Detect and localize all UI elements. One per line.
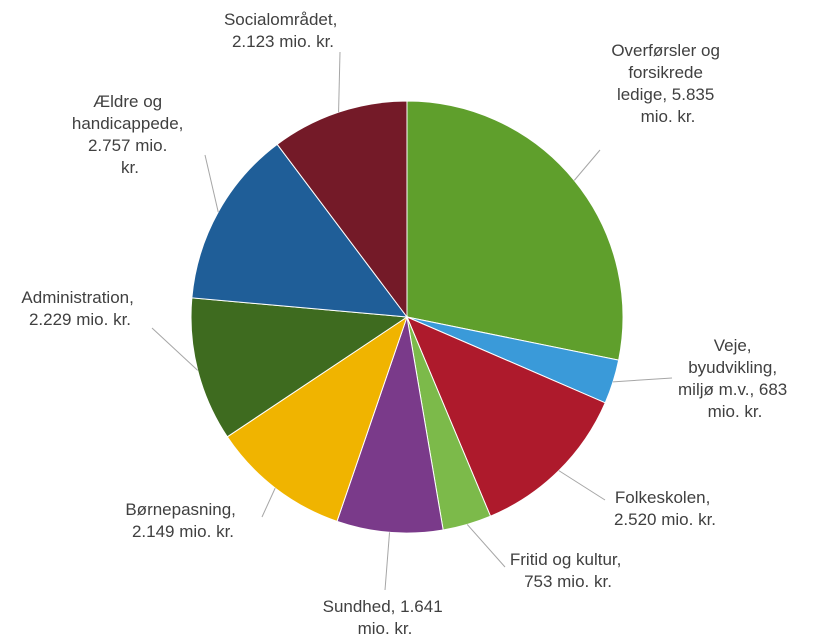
data-label: Sundhed, 1.641 mio. kr. bbox=[323, 597, 448, 637]
leader-line bbox=[613, 377, 673, 383]
leader-line bbox=[384, 532, 391, 591]
leader-line bbox=[573, 149, 601, 181]
label-line: Fritid og kultur, bbox=[510, 550, 626, 569]
leader-line bbox=[261, 487, 276, 518]
label-line: 2.229 mio. kr. bbox=[29, 310, 131, 329]
data-label: Børnepasning, 2.149 mio. kr. bbox=[125, 500, 240, 541]
label-line: 2.757 mio. bbox=[88, 136, 172, 155]
pie-slice bbox=[336, 316, 444, 534]
data-label: Overførsler og forsikrede ledige, 5.835 … bbox=[611, 41, 724, 126]
label-line: 2.149 mio. kr. bbox=[132, 522, 234, 541]
label-line: mio. kr. bbox=[641, 107, 696, 126]
label-line: Veje, bbox=[714, 336, 757, 355]
label-line: kr. bbox=[121, 158, 139, 177]
data-label: Administration, 2.229 mio. kr. bbox=[21, 288, 138, 329]
label-line: mio. kr. bbox=[358, 619, 413, 637]
label-line: Overførsler og bbox=[611, 41, 724, 60]
label-line: Børnepasning, bbox=[125, 500, 240, 519]
label-line: ledige, 5.835 bbox=[617, 85, 719, 104]
label-line: forsikrede bbox=[628, 63, 707, 82]
label-line: 2.123 mio. kr. bbox=[232, 32, 334, 51]
leader-line bbox=[466, 524, 506, 568]
label-line: Folkeskolen, bbox=[615, 488, 715, 507]
pie-slice bbox=[190, 297, 409, 438]
pie-slice bbox=[276, 100, 408, 319]
label-line: 2.520 mio. kr. bbox=[614, 510, 716, 529]
data-label: Folkeskolen, 2.520 mio. kr. bbox=[614, 488, 716, 529]
label-line: mio. kr. bbox=[708, 402, 763, 421]
data-label: Veje, byudvikling, miljø m.v., 683 mio. … bbox=[678, 336, 792, 421]
leader-line bbox=[558, 470, 606, 501]
label-line: Administration, bbox=[21, 288, 138, 307]
leader-line bbox=[204, 154, 219, 213]
data-label: Socialområdet, 2.123 mio. kr. bbox=[224, 10, 342, 51]
pie-slice bbox=[191, 143, 409, 318]
data-label: Fritid og kultur, 753 mio. kr. bbox=[510, 550, 626, 591]
label-line: Ældre og bbox=[93, 92, 167, 111]
label-line: Socialområdet, bbox=[224, 10, 342, 29]
data-label: Ældre og handicappede, 2.757 mio. kr. bbox=[72, 92, 188, 177]
label-line: miljø m.v., 683 bbox=[678, 380, 792, 399]
label-line: 753 mio. kr. bbox=[524, 572, 612, 591]
label-line: Sundhed, 1.641 bbox=[323, 597, 448, 616]
leader-line bbox=[338, 51, 341, 113]
leader-line bbox=[151, 327, 199, 371]
label-line: handicappede, bbox=[72, 114, 188, 133]
label-line: byudvikling, bbox=[688, 358, 782, 377]
pie-slice bbox=[406, 100, 624, 361]
